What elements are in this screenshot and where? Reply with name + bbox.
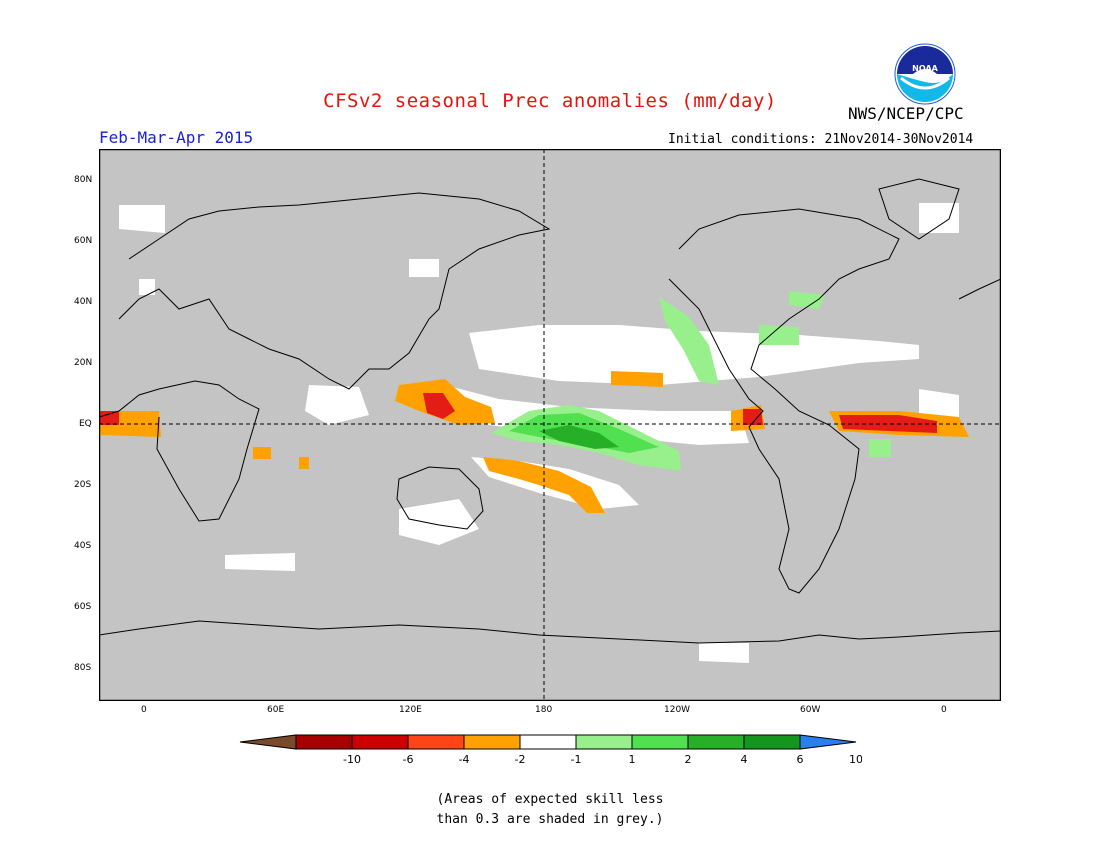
lat-tick-80s: 80S	[74, 663, 92, 673]
colorbar-label: 10	[849, 753, 862, 766]
lat-tick-20s: 20S	[74, 480, 92, 490]
colorbar-label: 6	[797, 753, 804, 766]
lon-tick-0-west: 0	[141, 705, 147, 715]
lat-tick-60s: 60S	[74, 602, 92, 612]
colorbar-label: -6	[403, 753, 414, 766]
skill-note-line1: (Areas of expected skill less	[436, 792, 664, 807]
map-title: CFSv2 seasonal Prec anomalies (mm/day)	[323, 90, 777, 112]
precip-anomaly-map	[99, 149, 1001, 701]
colorbar-cell	[631, 734, 689, 750]
colorbar-cell	[407, 734, 465, 750]
colorbar-arrow-low	[239, 734, 297, 750]
colorbar-label: -2	[515, 753, 526, 766]
agency-label: NWS/NCEP/CPC	[848, 104, 964, 123]
lat-tick-eq: EQ	[79, 419, 92, 429]
lon-tick-60e: 60E	[267, 705, 285, 715]
coastlines	[99, 178, 1001, 644]
skill-note-line2: than 0.3 are shaded in grey.)	[436, 812, 664, 827]
noaa-logo-text: NOAA	[912, 64, 938, 73]
colorbar-cell	[351, 734, 409, 750]
colorbar-legend: -10 -6 -4 -2 -1 1 2 4 6 10	[239, 734, 862, 766]
lat-tick-60n: 60N	[74, 236, 93, 246]
colorbar-label: -4	[459, 753, 470, 766]
lat-tick-20n: 20N	[74, 358, 93, 368]
colorbar-cell	[463, 734, 521, 750]
map-frame	[99, 149, 1001, 701]
colorbar-arrow-high	[799, 734, 857, 750]
colorbar-cell	[519, 734, 577, 750]
forecast-period: Feb-Mar-Apr 2015	[99, 128, 254, 147]
colorbar-label: 4	[741, 753, 748, 766]
colorbar-cell	[743, 734, 801, 750]
lon-tick-0-east: 0	[941, 705, 947, 715]
initial-conditions: Initial conditions: 21Nov2014-30Nov2014	[668, 132, 974, 147]
colorbar-label: 2	[685, 753, 692, 766]
colorbar-label: 1	[629, 753, 636, 766]
colorbar-label: -1	[571, 753, 582, 766]
lat-tick-40n: 40N	[74, 297, 93, 307]
white-anomaly-areas	[119, 203, 959, 663]
lat-tick-40s: 40S	[74, 541, 92, 551]
colorbar-cell	[687, 734, 745, 750]
lon-tick-180: 180	[535, 705, 553, 715]
lon-tick-120e: 120E	[399, 705, 422, 715]
lat-tick-80n: 80N	[74, 175, 93, 185]
wet-anomaly-areas-strong	[539, 425, 619, 449]
noaa-logo: NOAA	[894, 43, 956, 105]
strong-dry-anomaly-areas	[99, 393, 937, 433]
lon-tick-60w: 60W	[800, 705, 821, 715]
colorbar-label: -10	[343, 753, 361, 766]
colorbar-cell	[295, 734, 353, 750]
colorbar-cell	[575, 734, 633, 750]
lon-tick-120w: 120W	[664, 705, 691, 715]
